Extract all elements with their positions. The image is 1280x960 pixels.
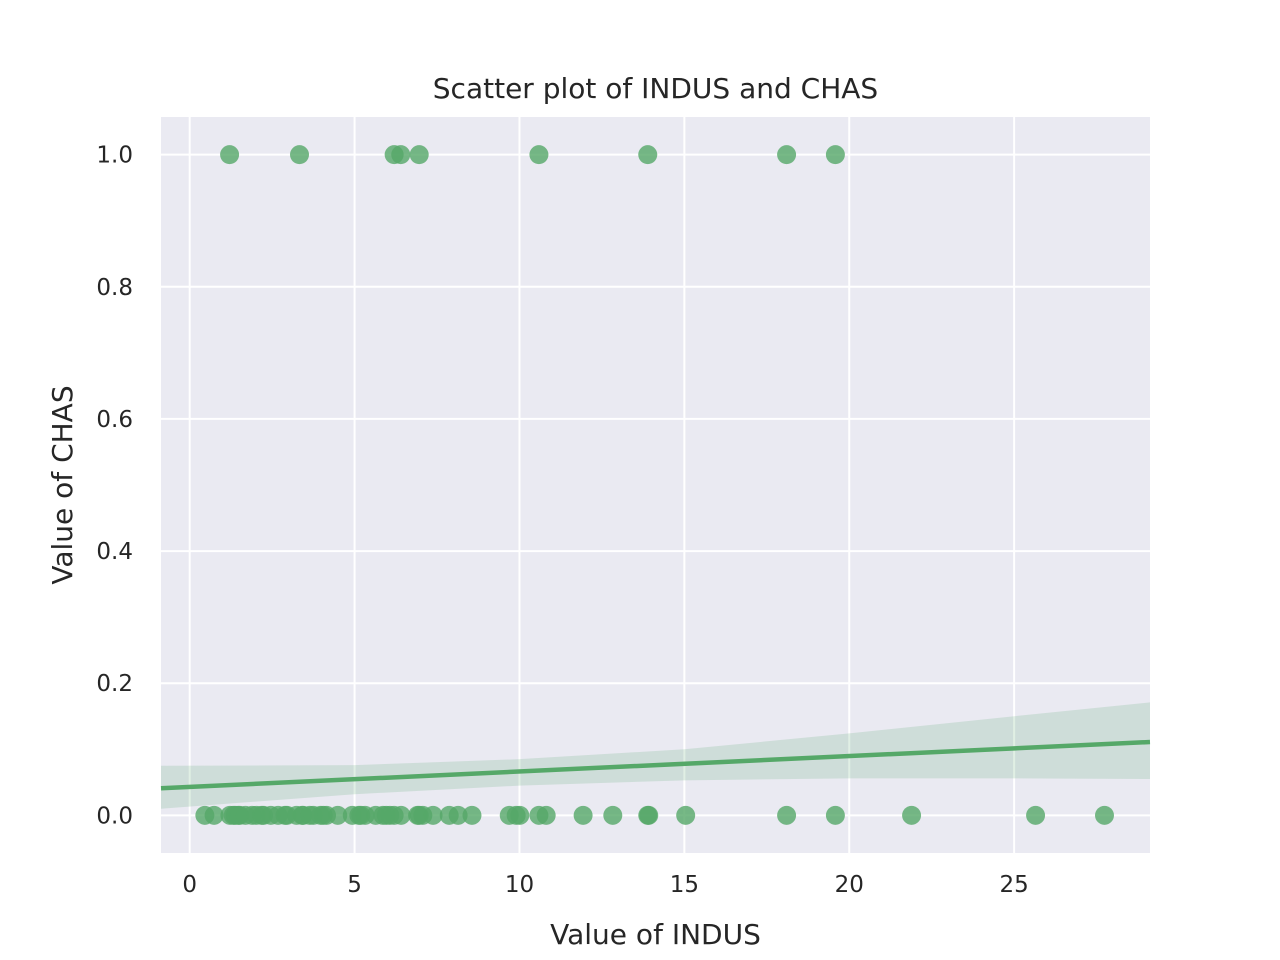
confidence-band: [161, 702, 1150, 809]
plot-background: [161, 117, 1150, 853]
scatter-point: [220, 145, 240, 165]
scatter-point: [529, 145, 549, 165]
y-axis-label: Value of CHAS: [46, 385, 79, 584]
x-tick-label: 5: [347, 872, 362, 898]
scatter-point: [1094, 805, 1114, 825]
regression-line: [160, 739, 1151, 791]
scatter-point: [639, 805, 659, 825]
scatter-points: [195, 145, 1114, 825]
scatter-point: [603, 805, 623, 825]
scatter-point: [448, 805, 468, 825]
scatter-point: [391, 145, 411, 165]
scatter-point: [536, 805, 556, 825]
scatter-point: [777, 145, 797, 165]
scatter-point: [1026, 805, 1046, 825]
x-tick-label: 10: [505, 872, 534, 898]
scatter-point: [573, 805, 593, 825]
regression-line-group: [160, 739, 1151, 791]
y-tick-label: 0.4: [96, 539, 133, 565]
y-tick-label: 0.0: [96, 803, 133, 829]
scatter-point: [638, 145, 658, 165]
scatter-point: [204, 805, 224, 825]
scatter-point: [462, 805, 482, 825]
scatter-point: [391, 805, 411, 825]
chart-title: Scatter plot of INDUS and CHAS: [433, 72, 878, 105]
scatter-point: [290, 145, 310, 165]
gridlines: [161, 117, 1150, 853]
scatter-point: [676, 805, 696, 825]
scatter-point: [777, 805, 797, 825]
y-tick-label: 0.2: [96, 671, 133, 697]
y-tick-label: 1.0: [96, 143, 133, 169]
y-tick-labels: 0.0 0.2 0.4 0.6 0.8 1.0: [96, 143, 133, 830]
scatter-point: [510, 805, 530, 825]
x-axis-label: Value of INDUS: [550, 918, 761, 951]
scatter-point: [902, 805, 922, 825]
scatter-point: [409, 145, 429, 165]
confidence-band-area: [161, 702, 1150, 809]
x-tick-label: 20: [835, 872, 864, 898]
scatter-point: [825, 145, 845, 165]
x-tick-label: 15: [670, 872, 699, 898]
y-tick-label: 0.6: [96, 407, 133, 433]
scatter-point: [423, 805, 443, 825]
scatter-point: [825, 805, 845, 825]
x-tick-label: 0: [182, 872, 197, 898]
y-tick-label: 0.8: [96, 275, 133, 301]
x-tick-labels: 0 5 10 15 20 25: [182, 872, 1028, 898]
x-tick-label: 25: [999, 872, 1028, 898]
scatter-point: [328, 805, 348, 825]
